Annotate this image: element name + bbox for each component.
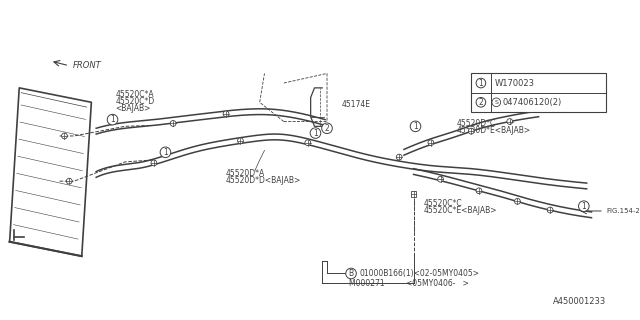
Text: 45520C*E<BAJAB>: 45520C*E<BAJAB> <box>423 206 497 215</box>
Circle shape <box>492 98 500 107</box>
Circle shape <box>476 78 486 88</box>
Text: W170023: W170023 <box>494 78 534 88</box>
Text: 1: 1 <box>413 122 418 131</box>
Text: 45520C*C: 45520C*C <box>423 199 462 208</box>
Circle shape <box>438 176 444 182</box>
Text: 45520C*D: 45520C*D <box>115 97 155 106</box>
Text: 45520C*A: 45520C*A <box>115 91 154 100</box>
Text: B: B <box>349 269 354 278</box>
Text: 1: 1 <box>313 129 318 138</box>
Circle shape <box>61 133 67 139</box>
Circle shape <box>476 98 486 107</box>
Text: 45520D*E<BAJAB>: 45520D*E<BAJAB> <box>457 126 531 135</box>
Text: M000271         <05MY0406-   >: M000271 <05MY0406- > <box>349 279 469 288</box>
Text: 01000B166(1)<02-05MY0405>: 01000B166(1)<02-05MY0405> <box>360 269 480 278</box>
Text: 047406120(2): 047406120(2) <box>502 98 561 107</box>
Circle shape <box>346 268 356 279</box>
Text: FRONT: FRONT <box>73 61 102 70</box>
Text: 45174E: 45174E <box>341 100 371 109</box>
Circle shape <box>305 140 310 146</box>
Text: 45520D*D<BAJAB>: 45520D*D<BAJAB> <box>226 176 301 185</box>
Circle shape <box>67 178 72 184</box>
Circle shape <box>396 154 402 160</box>
Circle shape <box>310 128 321 138</box>
Circle shape <box>151 160 157 166</box>
Text: 1: 1 <box>581 202 586 211</box>
Circle shape <box>160 147 171 157</box>
Circle shape <box>476 188 482 194</box>
Text: S: S <box>494 100 498 105</box>
Circle shape <box>322 123 332 133</box>
Text: 45520D*A: 45520D*A <box>226 169 265 178</box>
Text: A450001233: A450001233 <box>553 297 606 306</box>
Text: 1: 1 <box>110 115 115 124</box>
Text: 45520D*C: 45520D*C <box>457 119 496 128</box>
Bar <box>411 191 417 196</box>
Circle shape <box>515 198 520 204</box>
Circle shape <box>223 111 229 117</box>
Circle shape <box>237 138 243 144</box>
Text: 1: 1 <box>163 148 168 157</box>
Circle shape <box>547 207 553 213</box>
Text: FIG.154-2: FIG.154-2 <box>606 208 640 214</box>
Text: <BAJAB>: <BAJAB> <box>115 104 151 113</box>
Circle shape <box>468 128 474 134</box>
Circle shape <box>579 201 589 212</box>
Text: 2: 2 <box>324 124 330 133</box>
Text: 2: 2 <box>479 98 483 107</box>
Circle shape <box>170 121 176 126</box>
Circle shape <box>507 119 513 124</box>
Text: 1: 1 <box>479 78 483 88</box>
Circle shape <box>410 121 420 132</box>
Circle shape <box>428 140 434 146</box>
Bar <box>471 73 606 112</box>
Circle shape <box>108 114 118 125</box>
